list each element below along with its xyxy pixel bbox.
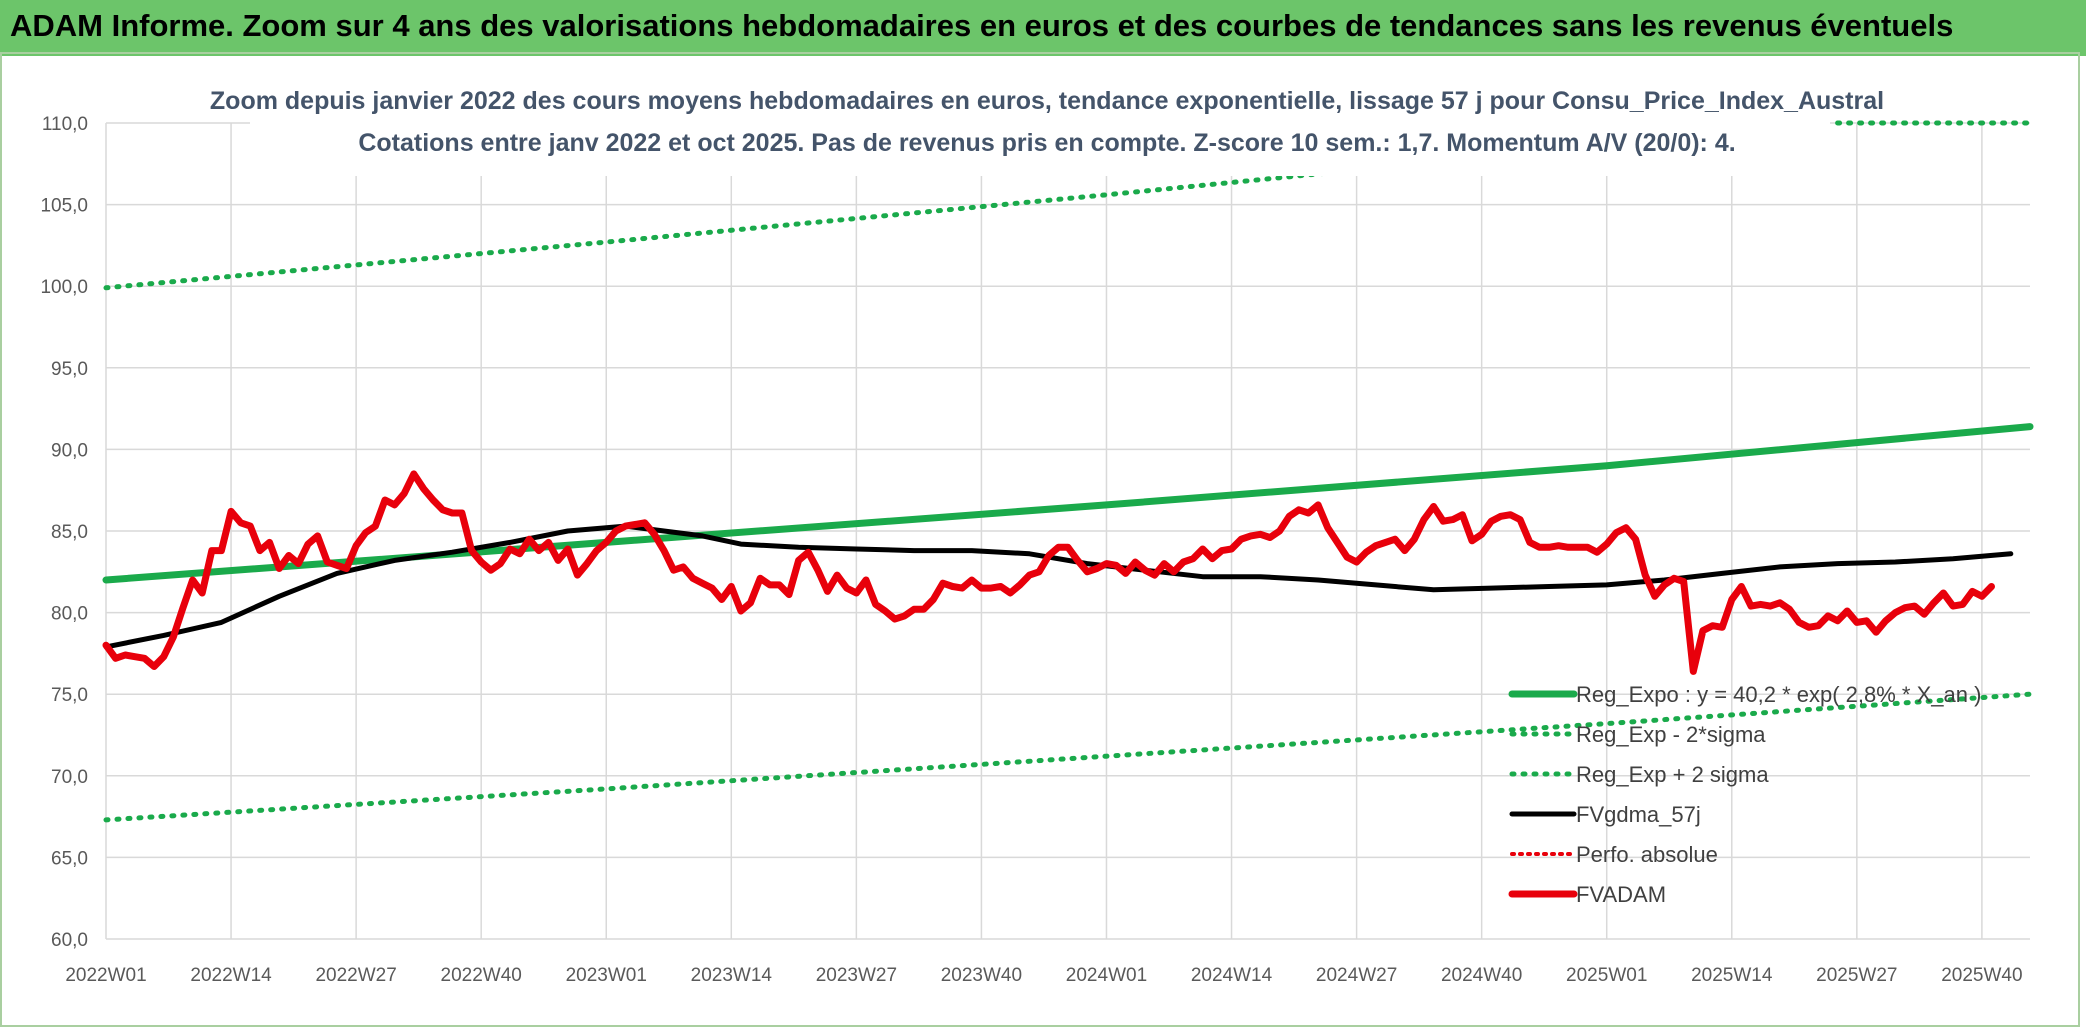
- x-tick-label: 2024W14: [1191, 965, 1273, 986]
- series-layer: [102, 120, 2034, 823]
- chart-title: Zoom depuis janvier 2022 des cours moyen…: [210, 87, 1884, 115]
- x-tick-label: 2024W01: [1066, 965, 1147, 986]
- y-tick-label: 110,0: [42, 114, 88, 135]
- y-tick-label: 80,0: [51, 604, 88, 625]
- series-line-2: [103, 162, 1408, 291]
- legend-label: Reg_Exp - 2*sigma: [1576, 722, 1766, 747]
- legend-label: Perfo. absolue: [1576, 842, 1718, 867]
- x-tick-label: 2022W01: [65, 965, 146, 986]
- x-tick-label: 2025W27: [1816, 965, 1897, 986]
- x-tick-label: 2023W14: [691, 965, 773, 986]
- x-tick-label: 2023W40: [941, 965, 1022, 986]
- series-line-5: [102, 470, 1995, 675]
- x-tick-label: 2023W01: [566, 965, 647, 986]
- legend-label: Reg_Expo : y = 40,2 * exp( 2,8% * X_an ): [1576, 682, 1981, 707]
- y-tick-label: 65,0: [51, 848, 88, 869]
- chart-frame: [0, 52, 2080, 1027]
- y-tick-label: 85,0: [51, 522, 88, 543]
- x-tick-label: 2022W14: [190, 965, 272, 986]
- y-axis-ticks: 60,0 65,0 70,0 75,0 80,0 85,0 90,0 95,0 100,0 105…: [40, 114, 88, 951]
- x-tick-label: 2025W14: [1691, 965, 1773, 986]
- chart-subtitle: Cotations entre janv 2022 et oct 2025. P…: [358, 129, 1735, 157]
- x-tick-label: 2022W40: [441, 965, 522, 986]
- y-tick-label: 70,0: [51, 767, 88, 788]
- series-line-3: [103, 523, 2014, 650]
- x-tick-label: 2024W27: [1316, 965, 1397, 986]
- legend: Reg_Expo : y = 40,2 * exp( 2,8% * X_an )…: [1508, 682, 1981, 907]
- legend-label: FVgdma_57j: [1576, 802, 1701, 827]
- report-title: ADAM Informe. Zoom sur 4 ans des valoris…: [10, 8, 1954, 43]
- title-background: [250, 80, 1830, 176]
- report-banner: ADAM Informe. Zoom sur 4 ans des valoris…: [0, 0, 2086, 56]
- x-tick-label: 2024W40: [1441, 965, 1522, 986]
- legend-label: FVADAM: [1576, 882, 1666, 907]
- y-tick-label: 60,0: [51, 930, 88, 951]
- y-tick-label: 90,0: [51, 440, 88, 461]
- x-tick-label: 2025W40: [1941, 965, 2022, 986]
- x-axis-ticks: 2022W01 2022W14 2022W27 2022W40 2023W01 2023W…: [65, 965, 2022, 986]
- legend-label: Reg_Exp + 2 sigma: [1576, 762, 1769, 787]
- x-tick-label: 2025W01: [1566, 965, 1647, 986]
- gridlines: [105, 122, 2030, 940]
- y-tick-label: 75,0: [51, 685, 88, 706]
- y-tick-label: 100,0: [40, 277, 88, 298]
- x-tick-label: 2022W27: [315, 965, 396, 986]
- y-tick-label: 95,0: [51, 359, 88, 380]
- y-tick-label: 105,0: [40, 196, 88, 217]
- x-tick-label: 2023W27: [816, 965, 897, 986]
- series-line-1: [103, 691, 2033, 823]
